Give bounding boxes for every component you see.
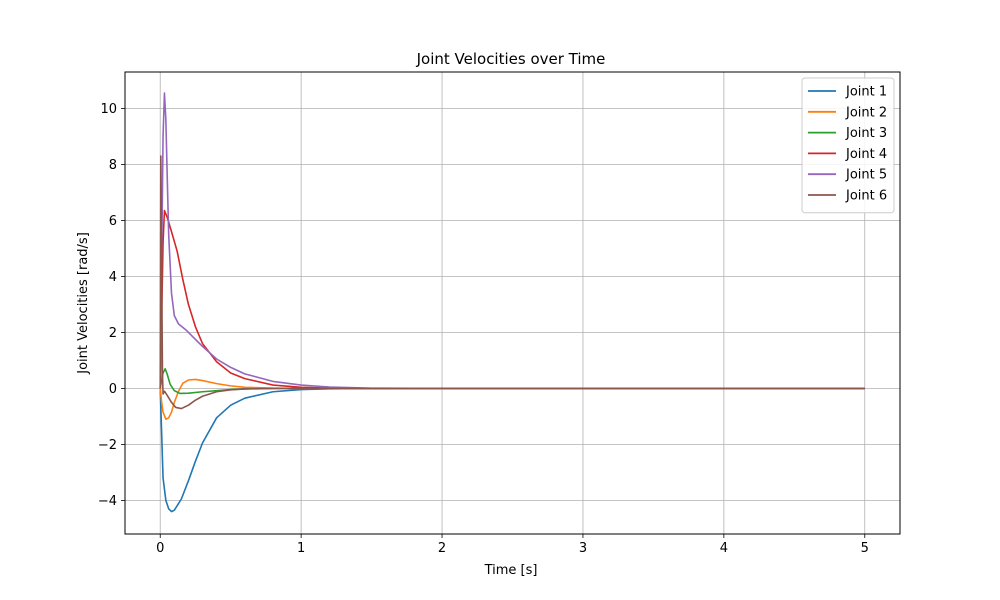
legend: Joint 1 Joint 2 Joint 3 Joint 4 Joint 5 Joint…: [801, 77, 895, 214]
legend-label: Joint 4: [845, 147, 887, 162]
x-tick-label: 4: [720, 541, 728, 556]
legend-label: Joint 6: [845, 189, 887, 204]
axis-ticks: 0 1 2 3 4 5 −4 −2 0 2 4 6 8 10: [98, 102, 869, 556]
x-tick-label: 2: [438, 541, 446, 556]
y-tick-label: 4: [109, 270, 117, 285]
legend-label: Joint 2: [845, 105, 887, 120]
y-tick-label: −4: [98, 494, 117, 509]
x-tick-label: 0: [156, 541, 164, 556]
y-tick-label: 10: [100, 102, 117, 117]
legend-label: Joint 5: [845, 168, 887, 183]
y-tick-label: 6: [109, 214, 117, 229]
y-axis-label: Joint Velocities [rad/s]: [76, 232, 91, 375]
y-tick-label: 2: [109, 326, 117, 341]
plot-lines: [159, 92, 865, 513]
legend-label: Joint 3: [845, 126, 887, 141]
y-tick-label: 0: [109, 382, 117, 397]
y-tick-label: 8: [109, 158, 117, 173]
x-tick-label: 1: [297, 541, 305, 556]
x-tick-label: 5: [861, 541, 869, 556]
series-line-joint-6: [159, 155, 865, 410]
plot-frame: [124, 71, 901, 535]
chart-title: Joint Velocities over Time: [416, 50, 606, 68]
legend-label: Joint 1: [845, 85, 887, 100]
x-axis-label: Time [s]: [484, 563, 538, 578]
x-tick-label: 3: [579, 541, 587, 556]
y-tick-label: −2: [98, 438, 117, 453]
